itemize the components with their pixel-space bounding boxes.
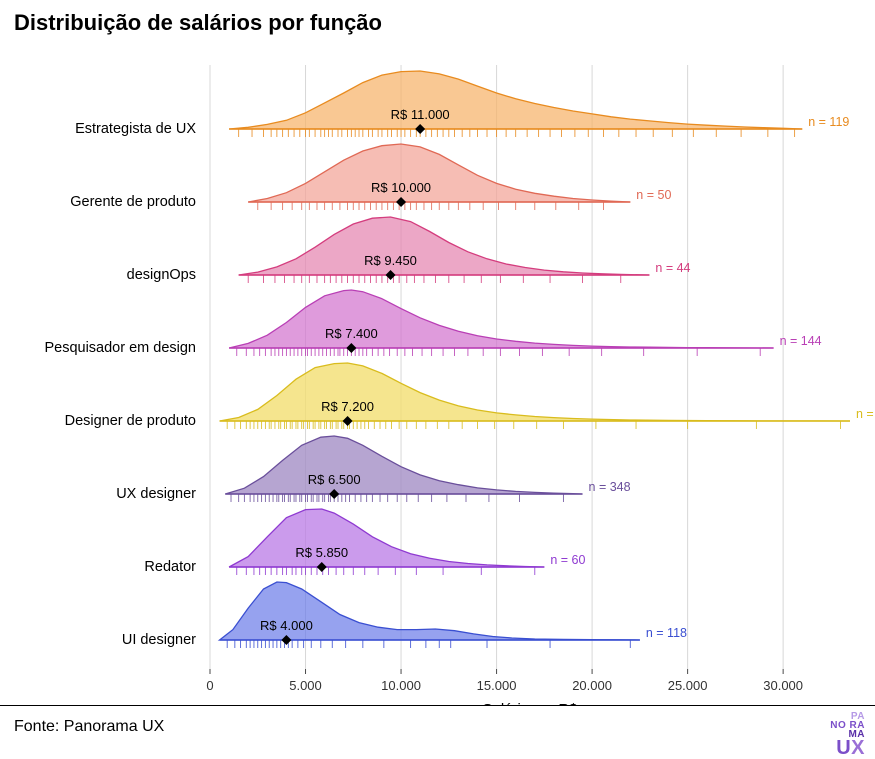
ridge-area	[239, 217, 650, 275]
x-tick-label: 30.000	[763, 678, 803, 693]
n-label: n = 44	[655, 261, 690, 275]
x-tick-label: 0	[206, 678, 213, 693]
role-label: Redator	[144, 559, 196, 575]
role-label: designOps	[127, 267, 196, 283]
role-label: Estrategista de UX	[75, 121, 196, 137]
ridge-area	[229, 290, 774, 348]
role-label: Designer de produto	[65, 413, 196, 429]
ridge-area	[225, 436, 582, 494]
x-tick-label: 25.000	[668, 678, 708, 693]
median-label: R$ 10.000	[371, 180, 431, 195]
ridge-plot: R$ 11.000 n = 119 Estrategista de UX R$ 10.…	[0, 45, 875, 705]
median-label: R$ 11.000	[391, 107, 450, 122]
median-label: R$ 6.500	[308, 472, 361, 487]
median-label: R$ 5.850	[295, 545, 348, 560]
x-tick-label: 5.000	[289, 678, 322, 693]
n-label: n = 119	[808, 115, 849, 129]
n-label: n = 50	[636, 188, 671, 202]
footer-rule	[0, 705, 875, 706]
x-tick-label: 10.000	[381, 678, 421, 693]
logo: PA NO RA MA UX	[830, 712, 865, 757]
n-label: n = 348	[589, 480, 631, 494]
n-label: n = 118	[646, 626, 687, 640]
n-label: n = 60	[550, 553, 585, 567]
median-label: R$ 4.000	[260, 618, 313, 633]
ridge-area	[220, 363, 850, 421]
role-label: Pesquisador em design	[44, 340, 196, 356]
x-tick-label: 20.000	[572, 678, 612, 693]
source-text: Fonte: Panorama UX	[14, 718, 164, 736]
median-label: R$ 9.450	[364, 253, 417, 268]
x-tick-label: 15.000	[477, 678, 517, 693]
ridge-area	[229, 71, 802, 129]
chart-container: Distribuição de salários por função R$ 1…	[0, 0, 875, 751]
median-label: R$ 7.400	[325, 326, 378, 341]
chart-title: Distribuição de salários por função	[14, 10, 382, 36]
n-label: n = 624	[856, 407, 875, 421]
role-label: UI designer	[122, 632, 196, 648]
role-label: Gerente de produto	[70, 194, 196, 210]
median-label: R$ 7.200	[321, 399, 374, 414]
role-label: UX designer	[116, 486, 196, 502]
n-label: n = 144	[780, 334, 822, 348]
